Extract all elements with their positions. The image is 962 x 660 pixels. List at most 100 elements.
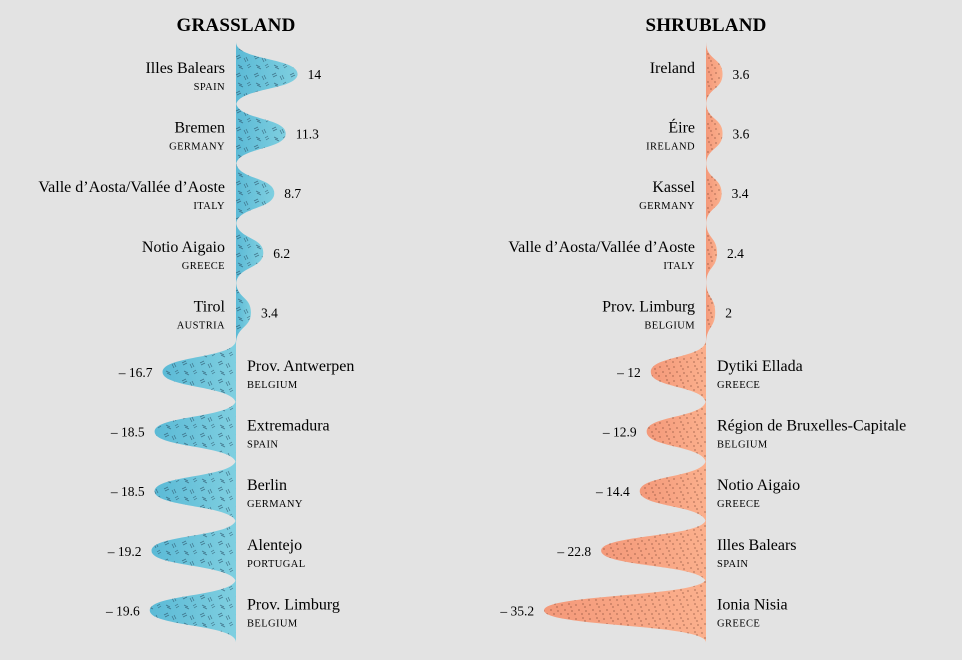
value-label: – 19.6 bbox=[105, 603, 140, 618]
country-label: AUSTRIA bbox=[177, 320, 225, 331]
bump-5 bbox=[706, 280, 716, 345]
value-label: 3.4 bbox=[261, 305, 278, 320]
value-label: 8.7 bbox=[284, 186, 301, 201]
bump-texture bbox=[236, 42, 298, 106]
bump-texture bbox=[544, 578, 706, 643]
region-label: Valle d’Aosta/Vallée d’Aoste bbox=[508, 239, 695, 256]
bump-10 bbox=[544, 578, 706, 643]
bump-9 bbox=[601, 518, 706, 583]
bump-texture bbox=[236, 161, 275, 226]
bump-texture bbox=[236, 220, 264, 285]
value-label: 3.6 bbox=[733, 67, 750, 82]
country-label: GERMANY bbox=[639, 201, 695, 212]
region-label: Prov. Limburg bbox=[602, 298, 695, 315]
country-label: GREECE bbox=[182, 261, 225, 272]
bump-8 bbox=[639, 459, 706, 524]
bump-texture bbox=[706, 220, 718, 285]
bump-10 bbox=[149, 578, 236, 643]
bump-texture bbox=[151, 518, 236, 583]
region-label: Valle d’Aosta/Vallée d’Aoste bbox=[38, 179, 225, 196]
bump-2 bbox=[706, 101, 723, 166]
value-label: – 22.8 bbox=[556, 544, 591, 559]
region-label: Prov. Antwerpen bbox=[247, 358, 354, 375]
bump-1 bbox=[236, 42, 298, 106]
value-label: 2 bbox=[725, 305, 732, 320]
region-label: Kassel bbox=[652, 179, 695, 196]
bump-4 bbox=[236, 220, 264, 285]
value-label: 11.3 bbox=[296, 127, 319, 142]
country-label: SPAIN bbox=[194, 82, 225, 93]
region-label: Bremen bbox=[174, 120, 225, 137]
panel-grassland: GRASSLAND Illes Balears SPAIN 14 Bremen GERMA… bbox=[38, 15, 354, 643]
country-label: BELGIUM bbox=[644, 320, 695, 331]
bump-texture bbox=[706, 161, 722, 226]
region-label: Éire bbox=[668, 118, 695, 137]
region-label: Illes Balears bbox=[717, 537, 797, 554]
region-label: Dytiki Ellada bbox=[717, 358, 803, 375]
value-label: – 18.5 bbox=[110, 425, 145, 440]
country-label: GERMANY bbox=[247, 499, 303, 510]
value-label: – 35.2 bbox=[499, 603, 534, 618]
value-label: – 12 bbox=[616, 365, 641, 380]
bump-9 bbox=[151, 518, 236, 583]
bump-texture bbox=[236, 280, 251, 345]
country-label: SPAIN bbox=[247, 440, 278, 451]
country-label: ITALY bbox=[193, 201, 225, 212]
country-label: GERMANY bbox=[169, 142, 225, 153]
country-label: BELGIUM bbox=[247, 380, 298, 391]
bump-texture bbox=[236, 101, 286, 166]
country-label: SPAIN bbox=[717, 559, 748, 570]
panel-title: SHRUBLAND bbox=[645, 15, 766, 36]
country-label: BELGIUM bbox=[717, 440, 768, 451]
country-label: GREECE bbox=[717, 499, 760, 510]
country-label: PORTUGAL bbox=[247, 559, 306, 570]
bump-texture bbox=[706, 101, 723, 166]
bump-1 bbox=[706, 42, 723, 106]
bump-texture bbox=[706, 42, 723, 106]
region-label: Illes Balears bbox=[145, 60, 225, 77]
panel-title: GRASSLAND bbox=[177, 15, 296, 36]
region-label: Notio Aigaio bbox=[142, 239, 225, 256]
value-label: – 16.7 bbox=[118, 365, 153, 380]
bump-4 bbox=[706, 220, 718, 285]
bump-6 bbox=[162, 340, 236, 404]
panel-shrubland: SHRUBLAND Ireland 3.6 Éire IRELAND 3.6 Kassel G… bbox=[499, 15, 906, 643]
bump-texture bbox=[149, 578, 236, 643]
bump-texture bbox=[639, 459, 706, 524]
value-label: – 14.4 bbox=[595, 484, 630, 499]
bump-3 bbox=[236, 161, 275, 226]
bump-7 bbox=[154, 399, 236, 464]
value-label: 6.2 bbox=[273, 246, 290, 261]
bump-texture bbox=[154, 459, 236, 524]
value-label: – 12.9 bbox=[602, 425, 637, 440]
region-label: Tirol bbox=[194, 298, 226, 315]
bump-texture bbox=[646, 399, 706, 464]
region-label: Alentejo bbox=[247, 537, 302, 554]
bump-texture bbox=[162, 340, 236, 404]
country-label: GREECE bbox=[717, 618, 760, 629]
value-label: 2.4 bbox=[727, 246, 744, 261]
region-label: Berlin bbox=[247, 477, 287, 494]
bump-6 bbox=[650, 340, 706, 404]
bump-texture bbox=[154, 399, 236, 464]
region-label: Extremadura bbox=[247, 418, 330, 435]
bump-5 bbox=[236, 280, 251, 345]
country-label: GREECE bbox=[717, 380, 760, 391]
bump-texture bbox=[601, 518, 706, 583]
country-label: BELGIUM bbox=[247, 618, 298, 629]
value-label: – 18.5 bbox=[110, 484, 145, 499]
region-label: Ireland bbox=[650, 60, 695, 77]
bump-texture bbox=[706, 280, 716, 345]
value-label: 14 bbox=[308, 67, 322, 82]
bump-7 bbox=[646, 399, 706, 464]
region-label: Région de Bruxelles-Capitale bbox=[717, 418, 906, 435]
region-label: Notio Aigaio bbox=[717, 477, 800, 494]
region-label: Ionia Nisia bbox=[717, 596, 788, 613]
region-label: Prov. Limburg bbox=[247, 596, 340, 613]
country-label: ITALY bbox=[663, 261, 695, 272]
bump-texture bbox=[650, 340, 706, 404]
value-label: 3.4 bbox=[732, 186, 749, 201]
country-label: IRELAND bbox=[646, 142, 695, 153]
